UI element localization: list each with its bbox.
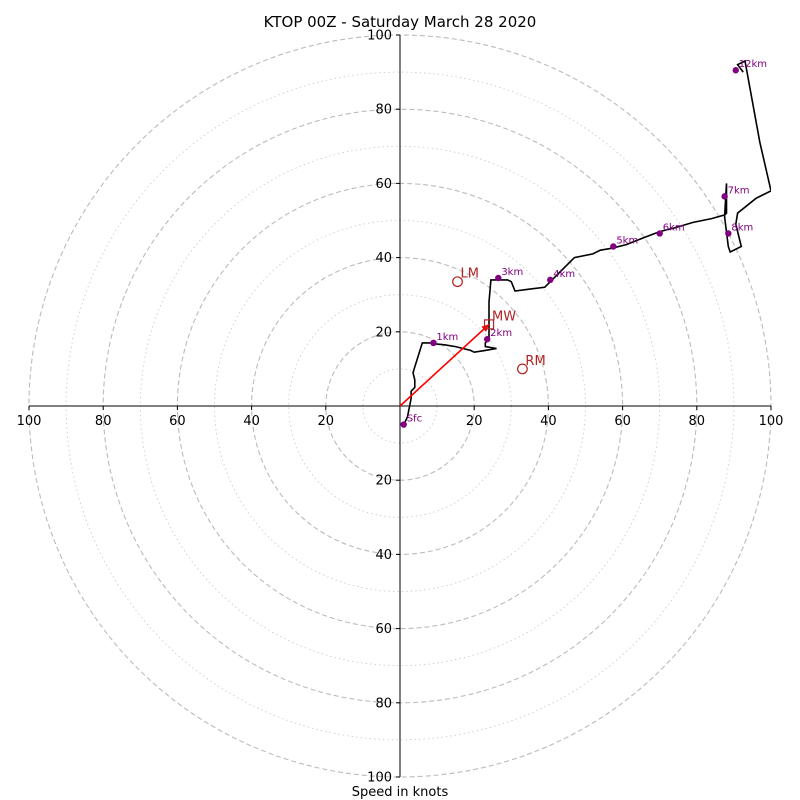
- x-tick-label: 100: [17, 414, 42, 429]
- vector-marker-square: [483, 319, 495, 330]
- height-markers: Sfc 1km 2km 3km 4km 5km 6km 7km 8km 12km: [400, 59, 767, 428]
- storm-motion-vectors: LM MW RM: [452, 267, 546, 375]
- x-axis-label: Speed in knots: [352, 785, 449, 800]
- height-marker-label: 1km: [436, 332, 458, 343]
- height-marker-dot: [732, 67, 739, 74]
- x-tick-label: 100: [759, 414, 784, 429]
- y-tick-label: 60: [375, 622, 392, 637]
- height-marker-label: 2km: [490, 328, 512, 339]
- height-marker-label: 4km: [553, 269, 575, 280]
- height-marker-dot: [547, 276, 554, 284]
- vector-label: LM: [461, 267, 479, 282]
- height-marker-dot: [430, 339, 437, 347]
- height-marker-label: 3km: [501, 267, 523, 278]
- y-tick-label: 20: [375, 325, 392, 340]
- y-tick-label: 100: [367, 771, 392, 786]
- height-marker-dot: [400, 421, 407, 428]
- height-marker-label: 5km: [616, 235, 638, 246]
- x-tick-label: 40: [540, 414, 557, 429]
- y-tick-label: 40: [375, 548, 392, 563]
- y-tick-label: 20: [375, 474, 392, 489]
- y-tick-label: 60: [375, 177, 392, 192]
- vector-marker-circle: [517, 363, 528, 375]
- x-tick-label: 40: [243, 414, 260, 429]
- height-marker-dot: [656, 230, 663, 237]
- y-tick-label: 80: [375, 103, 392, 118]
- height-marker-label: Sfc: [407, 414, 422, 425]
- y-tick-label: 100: [367, 29, 392, 44]
- x-tick-label: 60: [169, 414, 186, 429]
- y-tick-label: 40: [375, 251, 392, 266]
- vector-label: RM: [525, 354, 545, 369]
- arrow-head: [481, 324, 490, 332]
- y-tick-labels: 100 80 60 40 20 20 40 60 80 100: [367, 29, 400, 786]
- x-tick-label: 20: [318, 414, 335, 429]
- height-marker-dot: [610, 243, 617, 250]
- height-marker-dot: [725, 230, 732, 237]
- vector-marker-circle: [452, 276, 463, 288]
- height-marker-dot: [483, 336, 491, 343]
- height-marker-dot: [495, 274, 502, 282]
- x-tick-label: 20: [466, 414, 483, 429]
- height-marker-label: 8km: [731, 222, 753, 233]
- x-tick-label: 60: [614, 414, 631, 429]
- height-marker-label: 6km: [663, 222, 685, 233]
- wind-trace-line: [402, 59, 771, 425]
- arrow-shaft: [399, 323, 490, 407]
- vector-label: MW: [492, 309, 516, 324]
- x-tick-label: 80: [689, 414, 706, 429]
- height-marker-dot: [721, 193, 728, 200]
- x-tick-label: 80: [95, 414, 112, 429]
- mean-wind-arrow: [399, 323, 490, 407]
- hodograph-trace: [402, 59, 771, 425]
- y-tick-label: 80: [375, 696, 392, 711]
- height-marker-label: 12km: [739, 59, 767, 70]
- x-tick-labels: 100 80 60 40 20 20 40 60 80 100: [17, 406, 784, 429]
- height-marker-label: 7km: [728, 185, 750, 196]
- chart-title: KTOP 00Z - Saturday March 28 2020: [264, 13, 537, 31]
